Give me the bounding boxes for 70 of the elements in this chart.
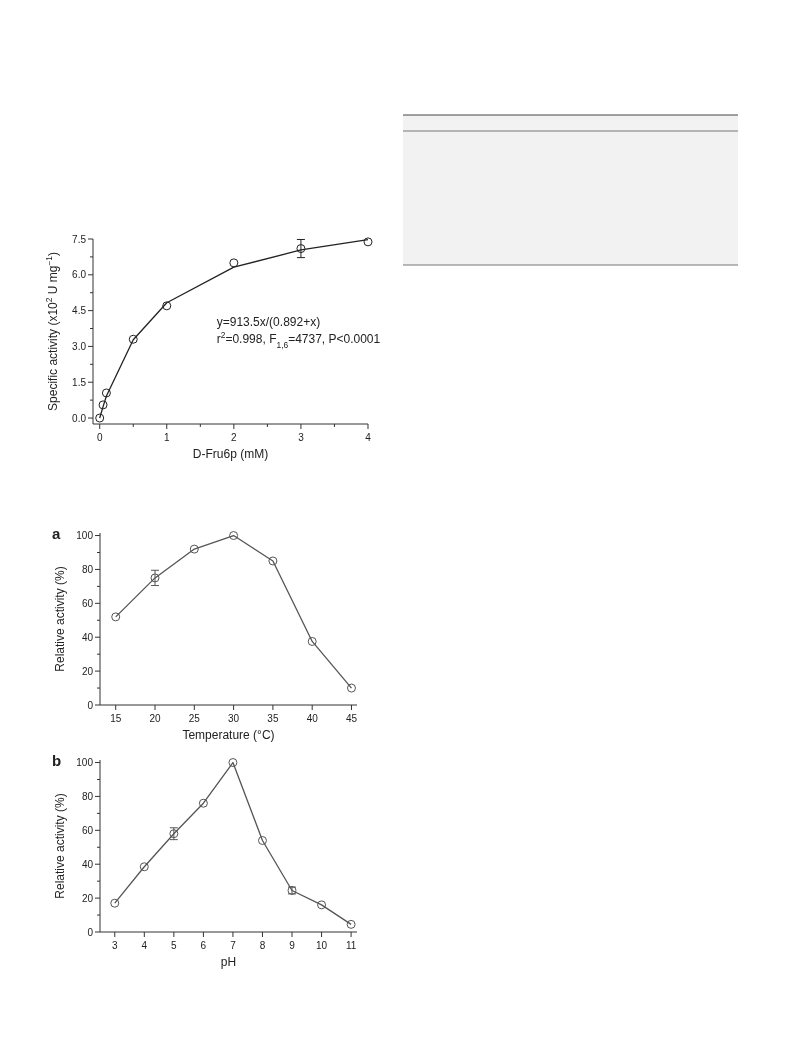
point bbox=[95, 413, 105, 423]
y-tick-label: 80 bbox=[81, 790, 94, 802]
x-axis-title: D-Fru6p (mM) bbox=[192, 447, 269, 461]
y-axis-title: Relative activity (%) bbox=[53, 566, 67, 672]
x-axis-title: Temperature (°C) bbox=[182, 728, 275, 742]
y-tick-label: 40 bbox=[81, 858, 94, 870]
point bbox=[346, 919, 356, 929]
point bbox=[317, 900, 327, 910]
annotation: r$^{2}$=0.998, F$_{1,6}$=4737, P<0.0001 bbox=[216, 329, 381, 350]
x-tick-label: 5 bbox=[171, 940, 178, 951]
point bbox=[150, 573, 160, 583]
point bbox=[296, 244, 306, 254]
point bbox=[268, 556, 278, 566]
y-tick-label: 0 bbox=[87, 926, 94, 938]
y-tick-label: 60 bbox=[81, 824, 94, 836]
x-tick-label: 11 bbox=[345, 940, 357, 951]
y-tick-label: 4.5 bbox=[72, 305, 87, 317]
point bbox=[189, 544, 199, 554]
point bbox=[228, 758, 238, 768]
x-tick-label: 3 bbox=[298, 432, 305, 443]
y-tick-label: 7.5 bbox=[72, 233, 87, 245]
x-tick-label: 4 bbox=[365, 432, 372, 443]
chart-title: b bbox=[52, 752, 62, 769]
point bbox=[101, 388, 111, 398]
point bbox=[98, 400, 108, 410]
x-tick-label: 3 bbox=[111, 940, 118, 951]
x-tick-label: 0 bbox=[96, 432, 103, 443]
x-tick-label: 10 bbox=[315, 940, 328, 951]
x-tick-label: 45 bbox=[345, 713, 358, 724]
x-tick-label: 25 bbox=[188, 713, 201, 724]
y-tick-label: 0 bbox=[87, 699, 94, 711]
x-tick-label: 2 bbox=[231, 432, 238, 443]
x-tick-label: 6 bbox=[200, 940, 207, 951]
y-tick-label: 0.0 bbox=[72, 412, 87, 424]
point bbox=[257, 835, 267, 845]
point bbox=[110, 898, 120, 908]
y-tick-label: 100 bbox=[76, 530, 94, 542]
x-tick-label: 1 bbox=[164, 432, 170, 443]
chart-title: a bbox=[52, 525, 61, 542]
y-axis-title: Relative activity (%) bbox=[53, 793, 67, 899]
x-axis-title: pH bbox=[220, 955, 237, 969]
y-tick-label: 20 bbox=[81, 665, 94, 677]
point bbox=[139, 862, 149, 872]
y-tick-label: 1.5 bbox=[72, 376, 87, 388]
x-tick-label: 4 bbox=[141, 940, 148, 951]
y-tick-label: 100 bbox=[76, 757, 94, 769]
point bbox=[363, 237, 373, 247]
point bbox=[229, 258, 239, 268]
annotation: y=913.5x/(0.892+x) bbox=[216, 314, 321, 329]
x-tick-label: 35 bbox=[267, 713, 279, 724]
y-tick-label: 40 bbox=[81, 631, 94, 643]
y-tick-label: 20 bbox=[81, 892, 94, 904]
x-tick-label: 7 bbox=[230, 940, 237, 951]
point bbox=[307, 636, 317, 646]
point bbox=[229, 531, 239, 541]
y-tick-label: 3.0 bbox=[72, 340, 87, 352]
point bbox=[198, 798, 208, 808]
point bbox=[111, 612, 121, 622]
x-tick-label: 9 bbox=[289, 940, 296, 951]
y-tick-label: 6.0 bbox=[72, 269, 87, 281]
x-tick-label: 40 bbox=[306, 713, 319, 724]
x-tick-label: 30 bbox=[228, 713, 240, 724]
point bbox=[347, 683, 356, 693]
x-tick-label: 15 bbox=[110, 713, 122, 724]
x-tick-label: 20 bbox=[149, 713, 162, 724]
point bbox=[128, 334, 138, 344]
point bbox=[162, 301, 172, 311]
y-tick-label: 60 bbox=[81, 597, 94, 609]
x-tick-label: 8 bbox=[259, 940, 266, 951]
y-tick-label: 80 bbox=[81, 563, 94, 575]
